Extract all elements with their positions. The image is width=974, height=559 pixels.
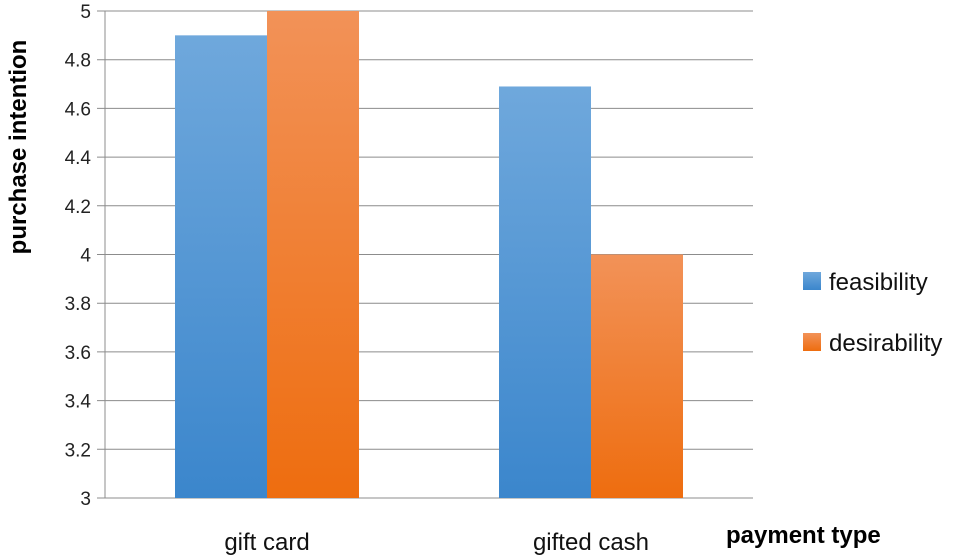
legend-label-feasibility: feasibility (829, 269, 928, 296)
y-tick-label: 4.6 (65, 99, 91, 120)
x-axis-title: payment type (726, 522, 881, 549)
y-tick-label: 3.4 (65, 392, 92, 413)
y-tick-label: 3 (80, 489, 91, 510)
bar-feasibility-gift-card (175, 35, 267, 498)
y-tick-label: 3.2 (65, 440, 91, 461)
x-category-label: gifted cash (533, 529, 649, 556)
y-axis-title: purchase intention (5, 40, 32, 255)
y-tick-label: 4.8 (65, 51, 91, 72)
bar-feasibility-gifted-cash (499, 86, 591, 499)
y-tick-label: 4.2 (65, 197, 91, 218)
bar-desirability-gift-card (267, 11, 359, 498)
y-axis-ticks: 3 3.2 3.4 3.6 3.8 4 4.2 4.4 4.6 4.8 5 (65, 2, 92, 510)
x-axis-categories: gift card gifted cash (224, 529, 649, 556)
y-tick-label: 3.6 (65, 343, 91, 364)
legend: feasibility desirability (803, 269, 942, 357)
x-category-label: gift card (224, 529, 309, 556)
y-tick-label: 4.4 (65, 148, 92, 169)
y-tick-label: 5 (80, 2, 91, 23)
y-tick-label: 3.8 (65, 294, 91, 315)
y-tick-label: 4 (80, 246, 91, 267)
legend-label-desirability: desirability (829, 330, 942, 357)
legend-swatch-feasibility (803, 272, 821, 290)
legend-swatch-desirability (803, 333, 821, 351)
bars (175, 11, 683, 499)
bar-desirability-gifted-cash (591, 254, 683, 498)
